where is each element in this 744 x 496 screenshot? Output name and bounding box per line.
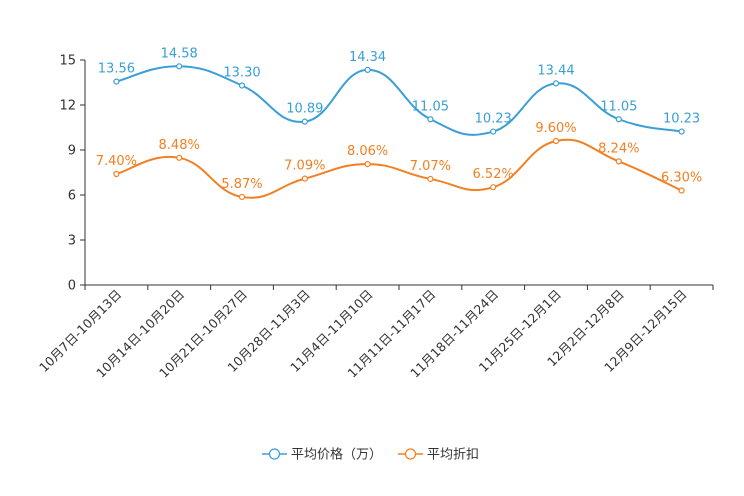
data-point[interactable] (176, 63, 183, 70)
data-label: 7.09% (284, 159, 325, 174)
legend-marker-icon (268, 448, 281, 460)
data-point[interactable] (615, 158, 622, 165)
series-line-0 (116, 65, 682, 136)
series-lines (116, 65, 683, 199)
legend-item-0[interactable]: 平均价格（万） (262, 447, 382, 463)
data-label: 5.87% (221, 177, 262, 192)
data-label: 10.89 (286, 102, 323, 117)
data-label: 7.07% (410, 159, 451, 174)
data-point[interactable] (678, 128, 685, 135)
data-label: 13.30 (223, 66, 260, 81)
data-point[interactable] (427, 175, 434, 183)
data-point[interactable] (615, 116, 622, 123)
data-label: 10.23 (663, 112, 700, 127)
data-label: 11.05 (600, 99, 637, 114)
data-label: 7.40% (96, 154, 137, 169)
data-point[interactable] (238, 193, 246, 201)
x-axis-tick-labels: 10月7日-10月13日10月14日-10月20日10月21日-10月27日10… (36, 285, 714, 381)
data-point[interactable] (113, 170, 120, 178)
data-label: 8.06% (347, 144, 388, 159)
data-label: 6.30% (661, 171, 702, 186)
data-labels: 13.56 14.58 13.30 10.89 14.34 11.05 10.23 13.44… (96, 46, 703, 192)
data-label: 14.58 (161, 46, 198, 61)
data-point[interactable] (364, 161, 371, 168)
data-point[interactable] (678, 187, 685, 194)
data-label: 8.24% (598, 141, 639, 156)
legend-marker-icon (404, 448, 417, 460)
data-label: 10.23 (475, 112, 512, 127)
y-tick-label: 12 (59, 99, 76, 114)
data-point[interactable] (176, 154, 183, 161)
data-point[interactable] (301, 175, 308, 182)
y-tick-label: 0 (68, 279, 76, 294)
series-points (113, 63, 685, 201)
data-label: 9.60% (535, 121, 576, 136)
data-label: 11.05 (412, 99, 449, 114)
data-point[interactable] (427, 116, 434, 123)
legend-label: 平均折扣 (427, 448, 479, 463)
y-tick-label: 6 (68, 189, 76, 204)
data-label: 14.34 (349, 50, 386, 65)
data-point[interactable] (301, 118, 308, 125)
legend[interactable]: 平均价格（万） 平均折扣 (262, 447, 479, 463)
y-tick-label: 9 (68, 144, 76, 159)
series-line-1 (116, 138, 683, 199)
data-point[interactable] (552, 80, 560, 87)
data-point[interactable] (113, 78, 120, 85)
legend-label: 平均价格（万） (291, 447, 382, 463)
data-point[interactable] (364, 66, 371, 74)
y-tick-label: 3 (68, 234, 76, 249)
data-label: 8.48% (159, 138, 200, 153)
y-tick-label: 15 (59, 54, 76, 69)
data-label: 13.44 (537, 63, 574, 78)
data-point[interactable] (552, 137, 560, 145)
data-point[interactable] (490, 184, 497, 191)
axes (84, 60, 713, 286)
data-label: 13.56 (98, 62, 135, 77)
y-axis-tick-labels: 0 3 6 9 12 15 (59, 54, 85, 294)
data-label: 6.52% (473, 167, 514, 182)
data-point[interactable] (238, 82, 246, 89)
data-point[interactable] (490, 128, 497, 135)
legend-item-1[interactable]: 平均折扣 (398, 448, 479, 463)
